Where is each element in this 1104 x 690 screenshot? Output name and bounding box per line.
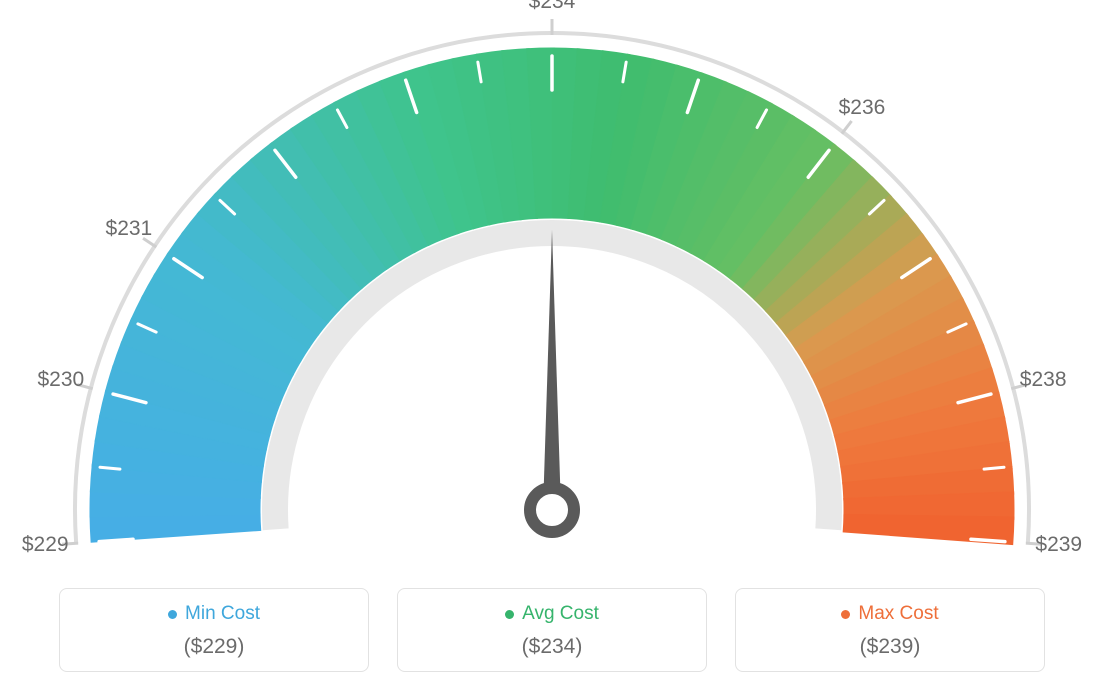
legend-text-avg: Avg Cost [522, 603, 599, 625]
tick-label: $236 [839, 96, 886, 120]
legend-text-min: Min Cost [185, 603, 260, 625]
legend-card-avg: Avg Cost ($234) [397, 588, 707, 672]
legend-text-max: Max Cost [858, 603, 938, 625]
legend-dot-max [841, 610, 850, 619]
legend-dot-avg [505, 610, 514, 619]
legend-dot-min [168, 610, 177, 619]
legend-label-max: Max Cost [841, 603, 938, 625]
tick-label: $234 [529, 0, 576, 14]
gauge-svg [0, 0, 1104, 560]
legend-row: Min Cost ($229) Avg Cost ($234) Max Cost… [0, 588, 1104, 672]
legend-value-min: ($229) [60, 635, 368, 659]
tick-label: $229 [22, 533, 69, 557]
tick-label: $230 [37, 368, 84, 392]
gauge-area: $229 $230 $231 $234 $236 $238 $239 [0, 0, 1104, 560]
tick-label: $231 [106, 217, 153, 241]
legend-label-min: Min Cost [168, 603, 260, 625]
legend-value-max: ($239) [736, 635, 1044, 659]
tick-label: $239 [1035, 533, 1082, 557]
tick-label: $238 [1020, 368, 1067, 392]
legend-label-avg: Avg Cost [505, 603, 599, 625]
cost-gauge-container: $229 $230 $231 $234 $236 $238 $239 Min Cost ($… [0, 0, 1104, 690]
legend-value-avg: ($234) [398, 635, 706, 659]
legend-card-max: Max Cost ($239) [735, 588, 1045, 672]
legend-card-min: Min Cost ($229) [59, 588, 369, 672]
